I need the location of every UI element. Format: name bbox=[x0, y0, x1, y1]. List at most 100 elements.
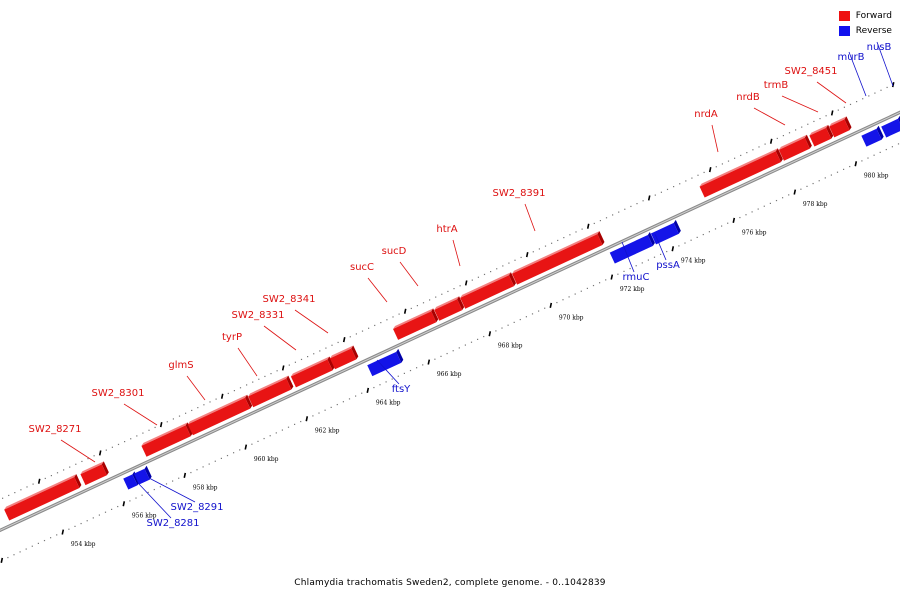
kbp-label-962: 962 kbp bbox=[315, 428, 340, 435]
dot-forward bbox=[538, 248, 541, 250]
dot-forward bbox=[215, 398, 217, 400]
gene-label-sw2-8271: SW2_8271 bbox=[28, 424, 81, 435]
legend-label-forward: Forward bbox=[855, 10, 892, 21]
gene-end-sw2-8391 bbox=[597, 231, 605, 246]
gene-label-trmb: trmB bbox=[764, 80, 789, 91]
gene-end-sw2-8281 bbox=[132, 471, 140, 486]
gene-top-htra bbox=[460, 272, 511, 298]
dot-forward bbox=[136, 435, 138, 437]
dot-forward bbox=[319, 350, 321, 352]
dot-forward bbox=[75, 463, 77, 465]
dot-reverse bbox=[769, 202, 771, 204]
dot-reverse bbox=[647, 259, 649, 261]
dot-forward bbox=[69, 466, 71, 468]
gene-leader-trmb bbox=[781, 95, 819, 113]
gene-face-sw2-8331 bbox=[290, 359, 333, 388]
gene-label-sw2-8451: SW2_8451 bbox=[784, 66, 837, 77]
dot-reverse bbox=[117, 505, 119, 508]
genome-backbone bbox=[0, 110, 900, 533]
gene-face-succ bbox=[393, 311, 437, 340]
dot-forward bbox=[673, 186, 675, 188]
dot-forward bbox=[813, 120, 815, 123]
dot-reverse bbox=[836, 171, 839, 173]
dot-reverse bbox=[385, 381, 387, 383]
gene-face-sucd bbox=[434, 299, 463, 321]
dot-forward bbox=[441, 293, 443, 295]
dot-forward bbox=[483, 273, 486, 276]
gene-sw2-8331 bbox=[290, 356, 335, 388]
dot-forward bbox=[447, 290, 449, 293]
gene-leader-sw2-8331 bbox=[263, 325, 297, 351]
major-tick-reverse bbox=[122, 501, 126, 507]
dot-reverse bbox=[336, 403, 338, 406]
dot-reverse bbox=[391, 378, 393, 380]
gene-leader-sw2-8301 bbox=[123, 403, 158, 426]
gene-features bbox=[4, 115, 900, 521]
gene-top-nrda bbox=[699, 148, 778, 187]
major-tick-forward bbox=[342, 336, 346, 343]
major-tick-reverse bbox=[610, 274, 614, 280]
gene-sucd bbox=[434, 296, 465, 321]
dot-forward bbox=[422, 302, 425, 304]
dot-reverse bbox=[379, 384, 381, 386]
gene-sw2-8391 bbox=[512, 231, 605, 285]
dot-reverse bbox=[135, 497, 137, 499]
gene-sw2-8291 bbox=[133, 465, 152, 485]
dot-reverse bbox=[43, 539, 46, 542]
gene-rmuc bbox=[609, 231, 655, 264]
dot-reverse bbox=[690, 239, 692, 241]
major-tick-reverse bbox=[183, 472, 187, 479]
major-tick-reverse bbox=[671, 246, 675, 252]
gene-end-tyrp bbox=[286, 375, 294, 390]
dot-forward bbox=[81, 460, 83, 463]
dot-reverse bbox=[452, 350, 454, 352]
gene-face-htra bbox=[460, 275, 515, 309]
gene-ftsy bbox=[367, 348, 404, 377]
dot-reverse bbox=[397, 375, 399, 377]
dot-forward bbox=[685, 180, 687, 182]
dot-reverse bbox=[598, 282, 601, 284]
gene-sw2-8341 bbox=[329, 345, 359, 370]
gene-top-sucd bbox=[434, 296, 460, 310]
dot-reverse bbox=[458, 347, 460, 349]
dot-reverse bbox=[220, 457, 222, 459]
dot-forward bbox=[178, 415, 181, 417]
dot-reverse bbox=[324, 409, 326, 411]
dot-reverse bbox=[68, 528, 70, 530]
dot-reverse bbox=[842, 168, 845, 170]
dot-forward bbox=[727, 160, 730, 162]
dot-forward bbox=[325, 347, 327, 349]
dot-forward bbox=[166, 421, 168, 423]
dot-forward bbox=[557, 239, 559, 242]
gene-top-unlabeled bbox=[4, 474, 77, 510]
gene-end-sw2-8331 bbox=[327, 356, 335, 371]
dot-forward bbox=[532, 251, 534, 253]
major-tick-reverse bbox=[61, 529, 65, 535]
dot-reverse bbox=[92, 517, 94, 519]
dot-reverse bbox=[440, 355, 442, 357]
dot-reverse bbox=[666, 250, 668, 253]
gene-face-sw2-8281 bbox=[123, 474, 138, 490]
gene-end-sucd bbox=[457, 296, 465, 311]
gene-label-glms: glmS bbox=[168, 360, 193, 371]
dot-forward bbox=[355, 333, 358, 335]
major-tick-forward bbox=[98, 450, 102, 456]
dot-forward bbox=[740, 154, 742, 157]
kbp-label-976: 976 kbp bbox=[742, 229, 767, 236]
gene-glms bbox=[187, 394, 253, 436]
dot-reverse bbox=[861, 160, 863, 162]
dot-reverse bbox=[110, 508, 113, 510]
dot-forward bbox=[117, 443, 120, 446]
dot-reverse bbox=[373, 386, 375, 389]
dot-reverse bbox=[129, 500, 131, 502]
major-tick-forward bbox=[525, 251, 529, 258]
dot-forward bbox=[87, 458, 89, 460]
dot-forward bbox=[429, 299, 431, 301]
dot-forward bbox=[398, 313, 400, 315]
dot-forward bbox=[624, 208, 626, 210]
dot-reverse bbox=[824, 177, 826, 179]
backbone-highlight bbox=[0, 111, 900, 531]
dot-reverse bbox=[74, 525, 76, 527]
dot-forward bbox=[496, 268, 498, 270]
